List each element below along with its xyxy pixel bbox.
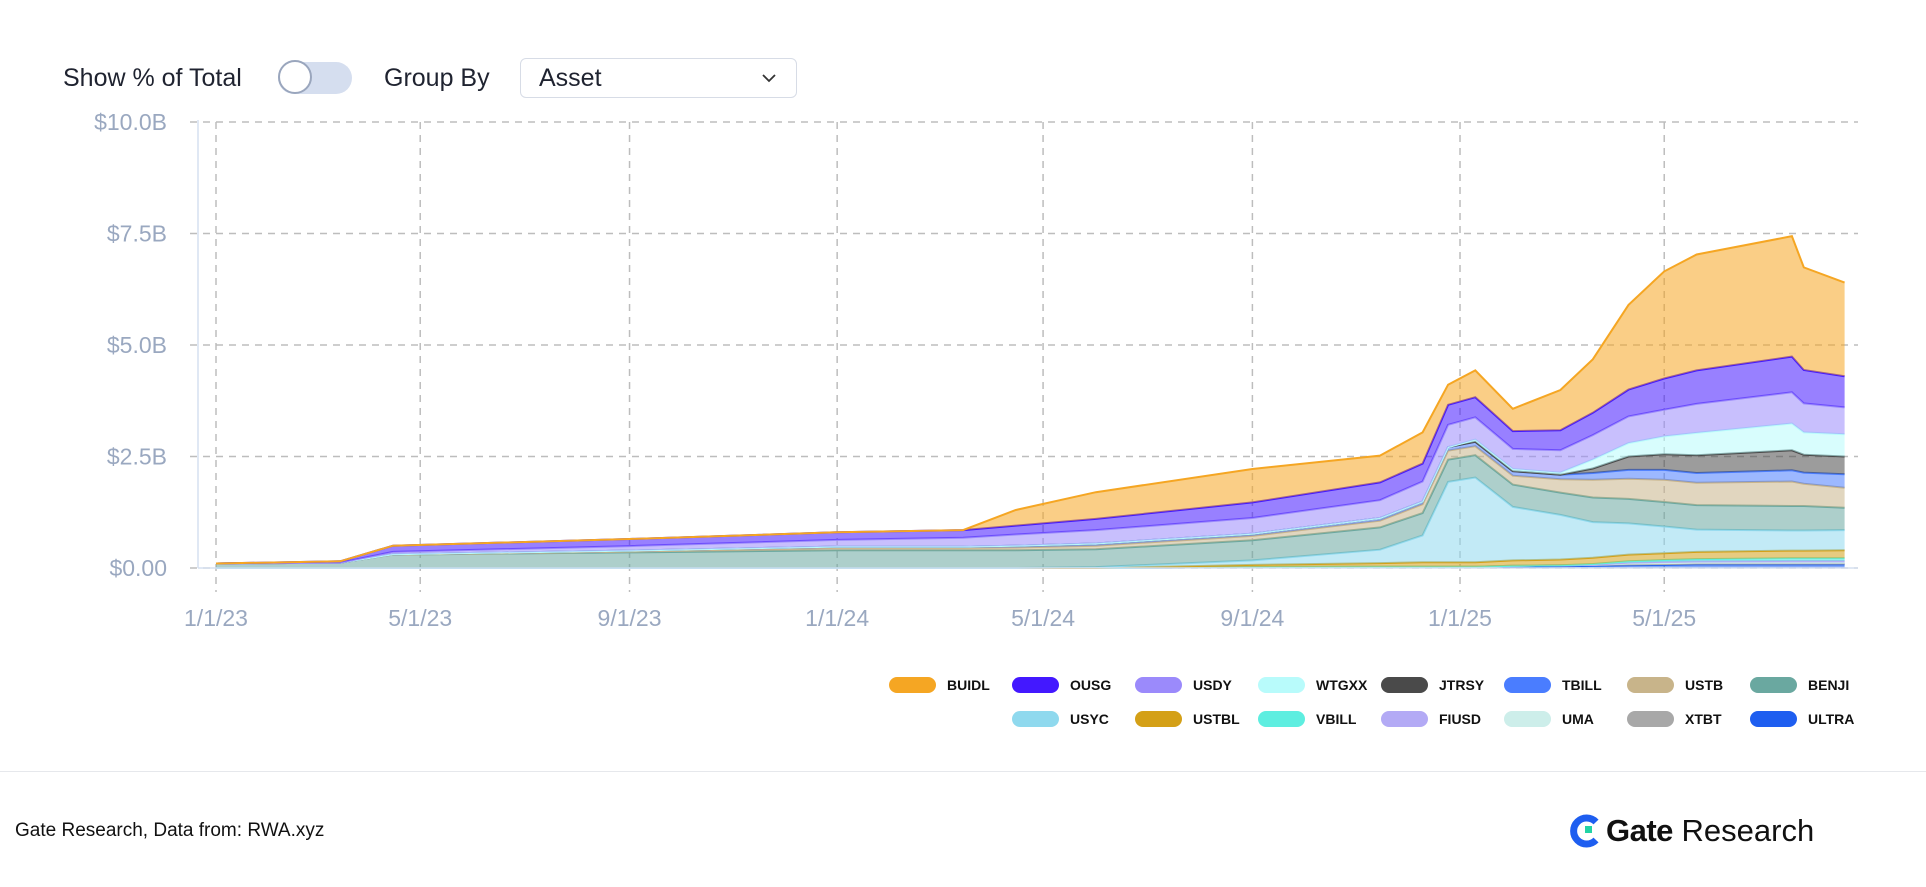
legend-swatch-xtbt	[1627, 711, 1674, 727]
legend-swatch-benji	[1750, 677, 1797, 693]
legend-swatch-jtrsy	[1381, 677, 1428, 693]
legend-label-jtrsy: JTRSY	[1439, 677, 1485, 693]
area-ousg	[216, 356, 1845, 564]
legend-swatch-ousg	[1012, 677, 1059, 693]
legend-swatch-ultra	[1750, 711, 1797, 727]
legend-swatch-vbill	[1258, 711, 1305, 727]
area-usdy	[216, 392, 1845, 564]
y-tick-label: $7.5B	[107, 221, 167, 247]
y-tick-label: $2.5B	[107, 444, 167, 470]
line-buidl	[215, 235, 1845, 565]
x-tick-label: 5/1/25	[1632, 605, 1696, 631]
area-ustb	[216, 446, 1845, 564]
legend-label-xtbt: XTBT	[1685, 711, 1722, 727]
legend-swatch-ustbl	[1135, 711, 1182, 727]
legend-label-tbill: TBILL	[1562, 677, 1602, 693]
stacked-area-chart: $0.00 $2.5B $5.0B $7.5B $10.0B 1/1/23 5/1/23 9/…	[94, 109, 1858, 727]
legend-swatch-tbill	[1504, 677, 1551, 693]
area-usyc	[216, 477, 1845, 568]
legend-label-ultra: ULTRA	[1808, 711, 1854, 727]
group-by-value: Asset	[539, 63, 602, 92]
legend-label-ousg: OUSG	[1070, 677, 1111, 693]
legend-label-ustbl: USTBL	[1193, 711, 1240, 727]
legend-label-uma: UMA	[1562, 711, 1594, 727]
y-tick-label: $10.0B	[94, 109, 167, 135]
y-tick-label: $5.0B	[107, 332, 167, 358]
legend-label-usdy: USDY	[1193, 677, 1233, 693]
legend-swatch-uma	[1504, 711, 1551, 727]
show-percent-label: Show % of Total	[63, 63, 242, 92]
x-tick-label: 5/1/23	[388, 605, 452, 631]
legend-label-wtgxx: WTGXX	[1316, 677, 1368, 693]
area-ustbl	[216, 550, 1845, 568]
x-tick-label: 1/1/23	[184, 605, 248, 631]
area-buidl	[216, 236, 1845, 564]
legend-swatch-wtgxx	[1258, 677, 1305, 693]
legend-label-fiusd: FIUSD	[1439, 711, 1481, 727]
area-wtgxx	[216, 423, 1845, 564]
show-percent-toggle[interactable]	[278, 60, 352, 94]
legend-label-benji: BENJI	[1808, 677, 1849, 693]
gate-logo-icon	[1570, 814, 1599, 848]
data-source: Gate Research, Data from: RWA.xyz	[15, 820, 325, 841]
y-tick-label: $0.00	[109, 555, 167, 581]
legend-label-vbill: VBILL	[1316, 711, 1357, 727]
legend-swatch-fiusd	[1381, 711, 1428, 727]
x-tick-label: 9/1/24	[1220, 605, 1284, 631]
area-tbill	[216, 441, 1845, 564]
chevron-down-icon	[762, 74, 776, 83]
gate-research-logo: Gate Research	[1568, 810, 1814, 852]
legend-swatch-buidl	[889, 677, 936, 693]
footer-divider	[0, 771, 1926, 772]
x-tick-label: 5/1/24	[1011, 605, 1075, 631]
legend-swatch-usdy	[1135, 677, 1182, 693]
logo-gate: Gate	[1606, 813, 1673, 848]
group-by-select[interactable]: Asset	[520, 58, 797, 98]
toggle-knob	[278, 60, 312, 94]
x-tick-label: 1/1/25	[1428, 605, 1492, 631]
legend-swatch-ustb	[1627, 677, 1674, 693]
legend-swatch-usyc	[1012, 711, 1059, 727]
logo-research: Research	[1681, 813, 1815, 848]
x-tick-label: 1/1/24	[805, 605, 869, 631]
group-by-label: Group By	[384, 63, 490, 92]
legend-label-usyc: USYC	[1070, 711, 1109, 727]
legend-label-buidl: BUIDL	[947, 677, 990, 693]
legend-label-ustb: USTB	[1685, 677, 1723, 693]
x-tick-label: 9/1/23	[598, 605, 662, 631]
